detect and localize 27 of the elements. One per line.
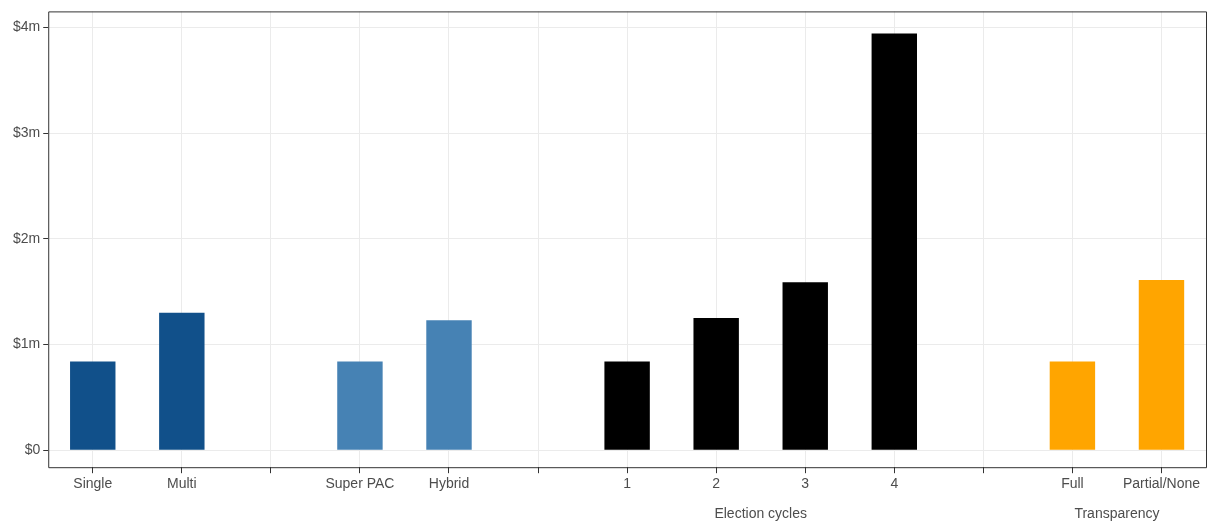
bar — [693, 318, 739, 450]
x-tick-label: Single — [73, 475, 113, 492]
x-tick-label: Super PAC — [325, 475, 395, 492]
x-tick-label: 4 — [890, 475, 899, 492]
x-tick-label: 1 — [623, 475, 632, 492]
y-tick-label: $3m — [13, 123, 41, 140]
bar — [1138, 280, 1185, 450]
x-tick-label: 3 — [801, 475, 810, 492]
y-tick-label: $4m — [13, 18, 41, 35]
bar — [871, 33, 917, 450]
x-tick-label: Full — [1061, 475, 1084, 492]
y-tick-label: $1m — [13, 335, 41, 352]
bar — [604, 361, 650, 450]
bar — [70, 361, 116, 450]
x-tick-label: Hybrid — [428, 475, 470, 492]
bar — [159, 312, 205, 450]
x-tick-label: Partial/None — [1122, 475, 1201, 492]
bar — [1049, 361, 1096, 450]
y-tick-label: $2m — [13, 229, 41, 246]
text: Election cycles — [714, 504, 807, 521]
y-tick-label: $0 — [24, 441, 41, 458]
bar — [782, 282, 828, 450]
bar — [337, 361, 383, 450]
x-tick-label: 2 — [712, 475, 721, 492]
text: Transparency — [1074, 504, 1160, 521]
x-tick-label: Multi — [167, 475, 197, 492]
bar — [426, 320, 472, 450]
